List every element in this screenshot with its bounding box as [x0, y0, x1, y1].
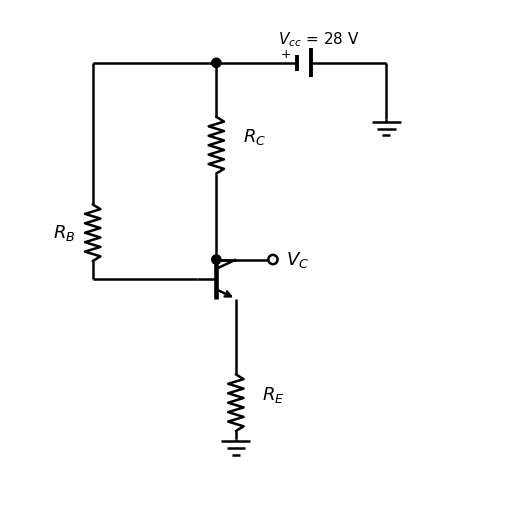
- Text: $V_C$: $V_C$: [286, 250, 309, 269]
- Circle shape: [212, 58, 221, 67]
- Text: $R_B$: $R_B$: [53, 223, 76, 243]
- Text: $R_C$: $R_C$: [243, 128, 266, 147]
- Circle shape: [212, 255, 221, 264]
- Text: $R_E$: $R_E$: [262, 385, 284, 405]
- Text: $V_{cc}$ = 28 V: $V_{cc}$ = 28 V: [279, 31, 360, 49]
- Circle shape: [268, 255, 278, 264]
- Text: +: +: [281, 48, 291, 60]
